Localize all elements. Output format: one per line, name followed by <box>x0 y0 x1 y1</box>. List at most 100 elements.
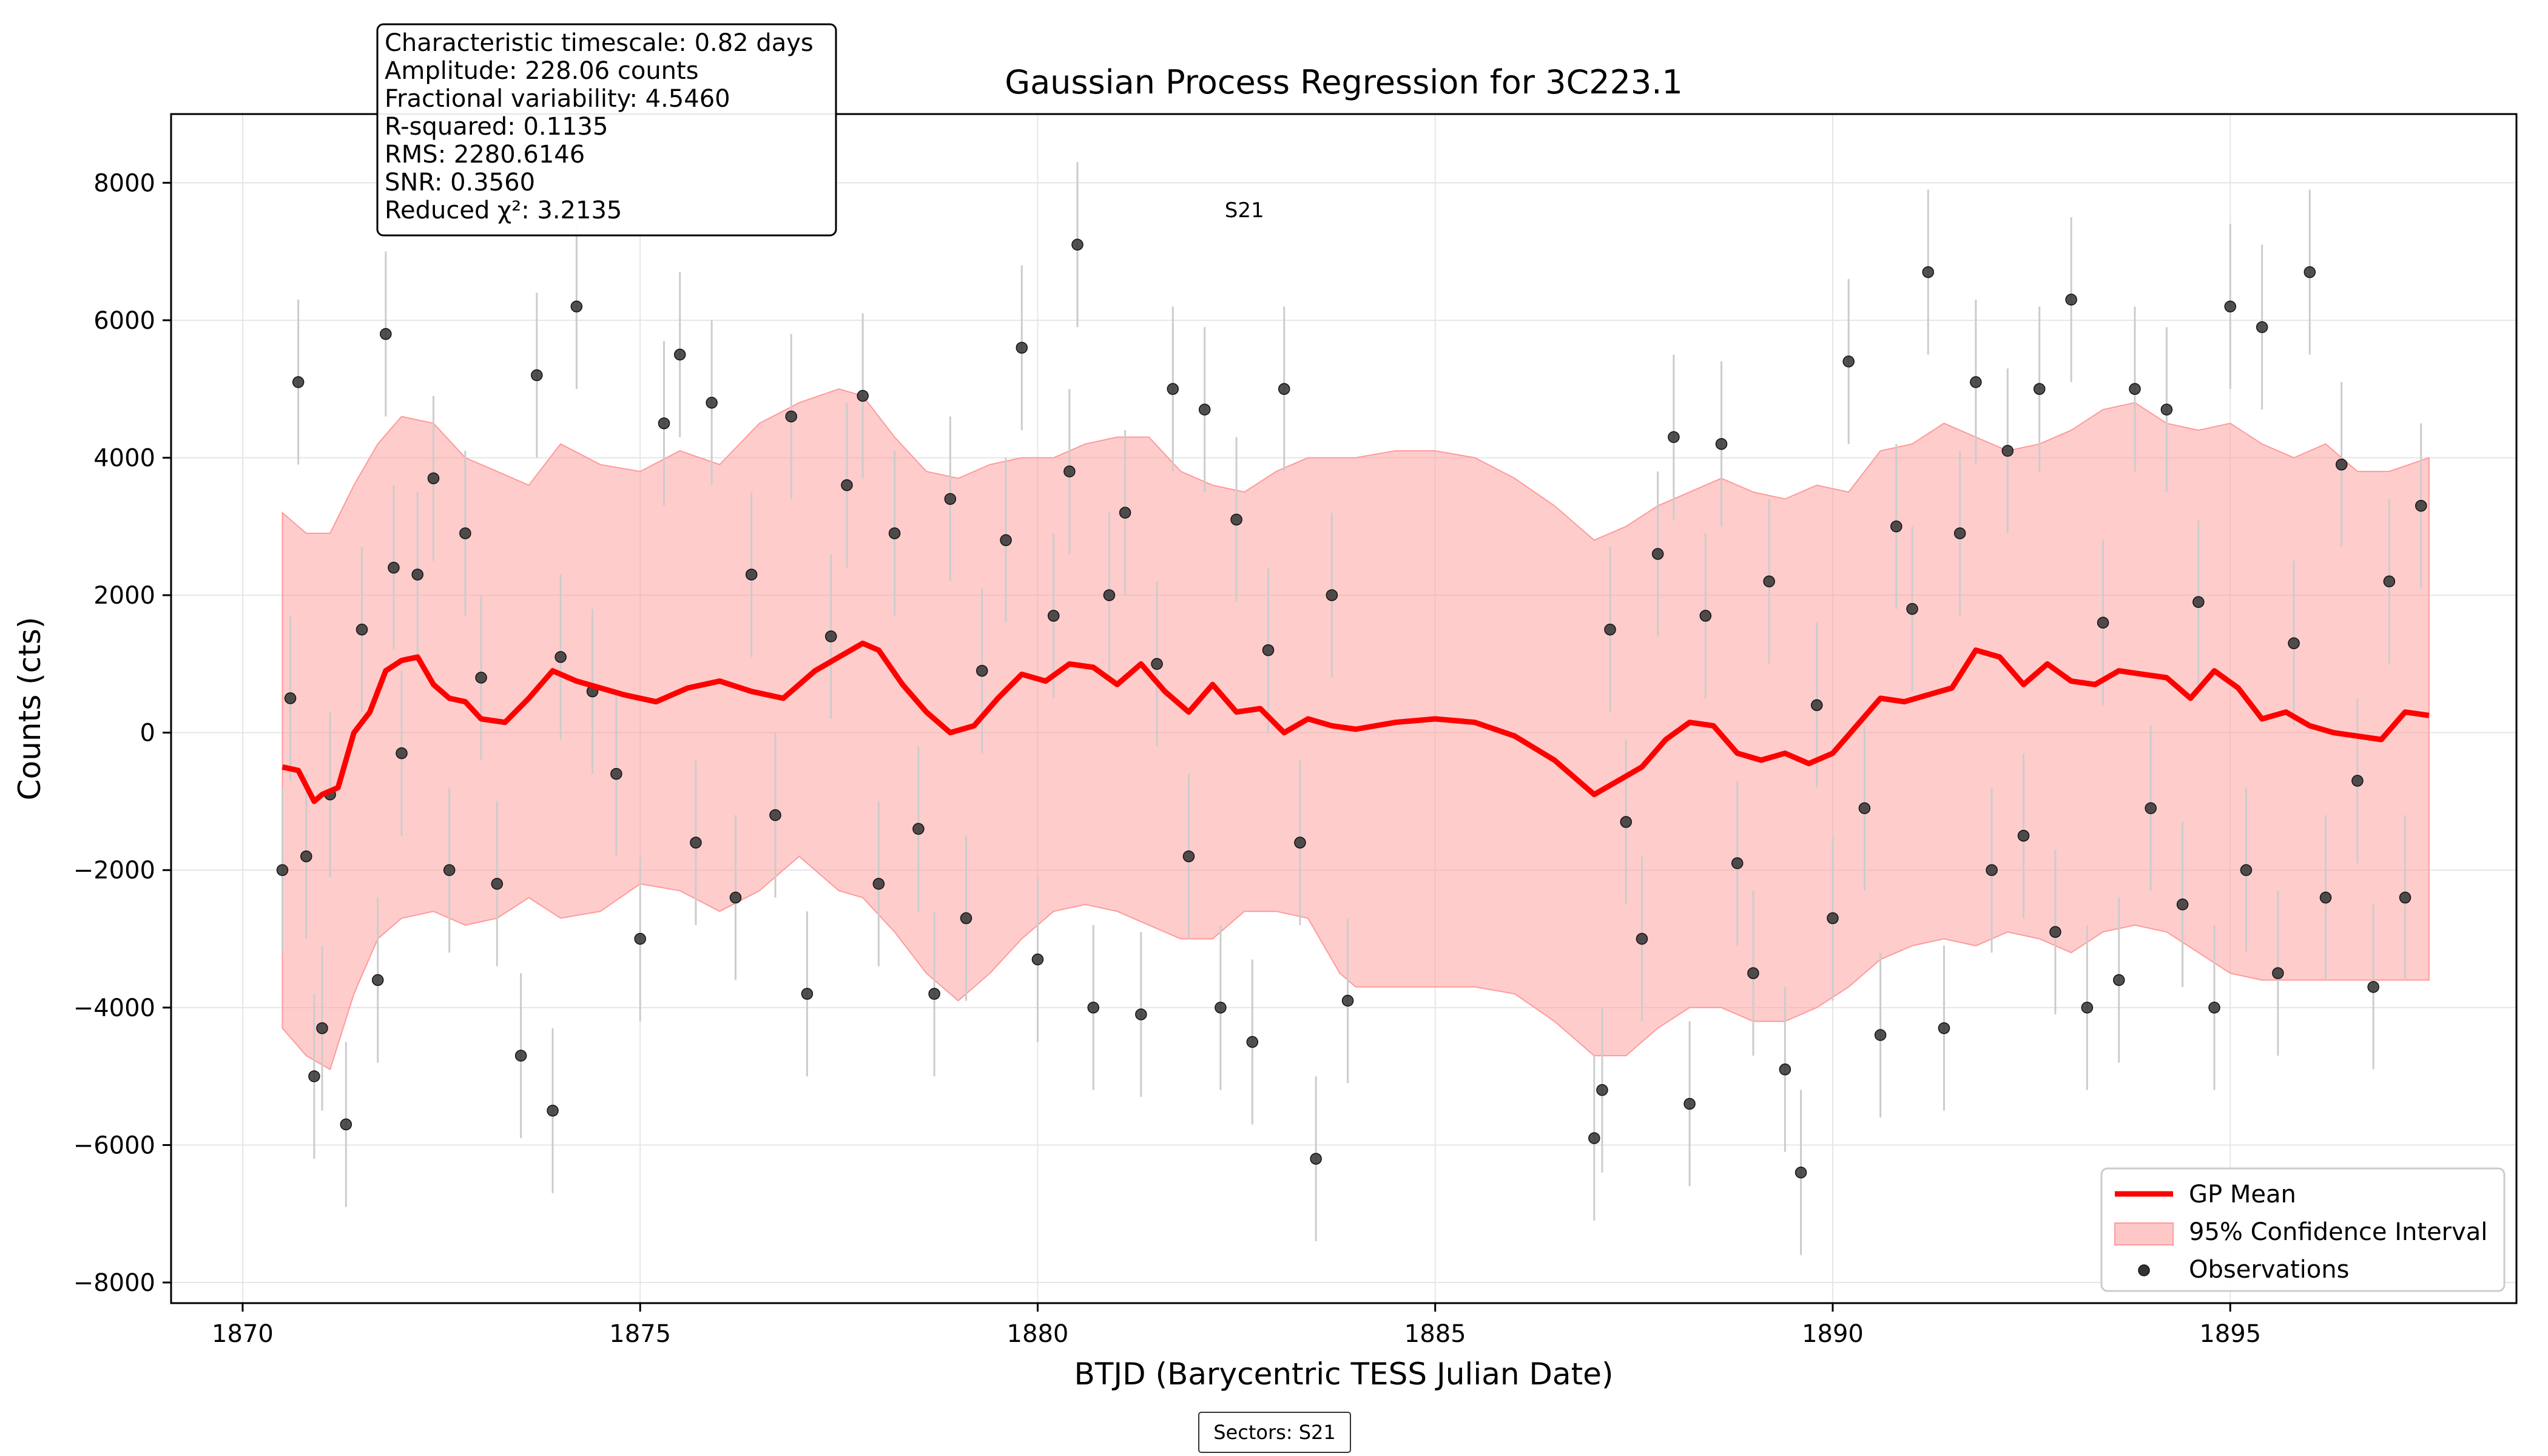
observation-point <box>2208 1002 2220 1014</box>
observation-point <box>1071 238 1084 251</box>
observation-point <box>1684 1097 1696 1110</box>
observation-point <box>1874 1029 1887 1041</box>
observation-point <box>2367 981 2379 993</box>
observation-point <box>1811 699 1823 712</box>
observation-point <box>2049 926 2061 938</box>
observation-point <box>1938 1022 1950 1034</box>
observation-point <box>1986 864 1998 876</box>
observation-point <box>2319 891 2332 904</box>
y-tick-label: 4000 <box>93 444 155 472</box>
observation-point <box>928 988 940 1000</box>
observation-point <box>610 767 622 780</box>
observation-point <box>1000 534 1012 547</box>
stats-line: Characteristic timescale: 0.82 days <box>385 29 814 57</box>
gp-mean-line <box>281 640 2430 804</box>
legend-swatch-observations <box>2138 1264 2150 1276</box>
observation-point <box>2288 637 2300 650</box>
observation-point <box>888 527 901 539</box>
observation-point <box>872 878 885 890</box>
observation-point <box>1715 438 1728 450</box>
observation-point <box>1103 589 1116 601</box>
observation-point <box>300 850 312 863</box>
legend-label: 95% Confidence Interval <box>2189 1218 2487 1246</box>
observation-point <box>673 348 686 361</box>
observation-point <box>960 912 972 925</box>
y-tick-label: −8000 <box>73 1269 155 1297</box>
observation-point <box>2351 775 2364 787</box>
sectors-footer: Sectors: S21 <box>1198 1412 1351 1453</box>
observation-point <box>1636 932 1648 945</box>
x-axis-label: BTJD (Barycentric TESS Julian Date) <box>1074 1357 1614 1392</box>
observation-point <box>2033 383 2046 395</box>
legend-label: GP Mean <box>2189 1181 2296 1208</box>
observation-point <box>706 397 718 409</box>
x-tick-label: 1890 <box>1802 1320 1864 1348</box>
observation-point <box>531 369 543 382</box>
observation-point <box>1215 1002 1227 1014</box>
sectors-footer-box <box>1198 1412 1351 1453</box>
observation-point <box>1970 376 1982 388</box>
observation-point <box>2240 864 2253 876</box>
observation-point <box>745 568 758 581</box>
observation-point <box>2399 891 2412 904</box>
observation-point <box>2192 596 2205 608</box>
y-tick-label: 2000 <box>93 582 155 610</box>
observation-point <box>2097 616 2109 629</box>
observation-point <box>1731 857 1744 869</box>
observation-point <box>340 1118 352 1131</box>
observation-point <box>658 417 670 430</box>
observation-point <box>1182 850 1195 863</box>
stats-box-frame <box>376 23 837 237</box>
observation-point <box>801 988 814 1000</box>
observation-point <box>1262 644 1275 656</box>
observation-point <box>2335 459 2348 471</box>
observation-point <box>2383 575 2396 588</box>
x-tick-label: 1870 <box>212 1320 274 1348</box>
observation-point <box>1842 356 1855 368</box>
observation-point <box>944 493 957 505</box>
observation-point <box>769 809 781 821</box>
observation-point <box>2112 974 2125 986</box>
observation-point <box>1747 967 1759 979</box>
sectors-footer-text: Sectors: S21 <box>1213 1421 1336 1444</box>
x-tick-label: 1885 <box>1404 1320 1466 1348</box>
observation-point <box>2272 967 2284 979</box>
observation-point <box>1135 1008 1147 1020</box>
observation-point <box>912 823 925 835</box>
observation-point <box>396 747 408 760</box>
chart-title: Gaussian Process Regression for 3C223.1 <box>1005 63 1683 101</box>
y-tick-label: 0 <box>140 720 155 747</box>
observation-point <box>2145 802 2157 815</box>
observation-point <box>1779 1063 1791 1076</box>
observation-point <box>284 692 297 704</box>
observation-point <box>1604 623 1616 636</box>
observation-point <box>1230 513 1242 526</box>
observation-point <box>427 472 440 485</box>
observation-point <box>1151 658 1163 670</box>
observation-point <box>857 389 869 402</box>
y-tick-label: 6000 <box>93 307 155 335</box>
observation-point <box>1119 507 1131 519</box>
observation-point <box>729 891 742 904</box>
observation-point <box>1795 1166 1807 1179</box>
observation-point <box>634 932 646 945</box>
observation-point <box>316 1022 328 1034</box>
observation-point <box>1310 1153 1322 1165</box>
stats-line: Fractional variability: 4.5460 <box>385 85 730 113</box>
observation-point <box>2065 294 2077 306</box>
observation-point <box>1922 266 1934 278</box>
y-tick-label: −4000 <box>73 994 155 1022</box>
plot-frame <box>170 113 2518 1304</box>
y-axis-label: Counts (cts) <box>12 617 47 801</box>
observation-point <box>491 878 504 890</box>
observation-point <box>308 1070 320 1082</box>
observation-point <box>1890 521 1903 533</box>
observation-point <box>443 864 456 876</box>
sector-annotation: S21 <box>1225 198 1264 223</box>
observation-point <box>356 623 368 636</box>
observation-point <box>1326 589 1338 601</box>
stats-box: Characteristic timescale: 0.82 daysAmpli… <box>376 23 837 237</box>
observation-point <box>824 630 837 642</box>
x-tick-label: 1880 <box>1007 1320 1069 1348</box>
